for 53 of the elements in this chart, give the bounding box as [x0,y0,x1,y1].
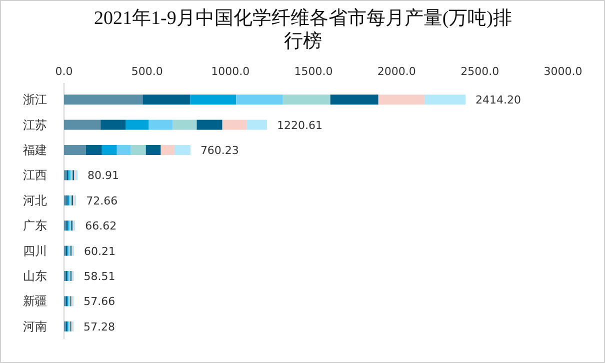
x-tick-label: 3000.0 [544,65,582,78]
total-label: 1220.61 [277,118,323,132]
bar [102,145,117,155]
x-tick-label: 1000.0 [211,65,250,78]
total-label: 66.62 [85,220,117,233]
total-label: 760.23 [200,144,239,157]
bar [246,120,268,130]
x-tick-label: 2000.0 [377,65,416,78]
bar [174,145,190,155]
bar [236,94,283,105]
bar [126,120,149,130]
bar [146,145,161,155]
x-tick-label: 500.0 [131,65,163,78]
x-tick-label: 0.0 [55,65,73,78]
bar [196,120,222,130]
bar [142,94,190,105]
bar [86,145,102,155]
bar [64,120,101,130]
bar [222,120,247,130]
y-tick-label: 河北 [23,193,47,208]
y-tick-label: 四川 [23,244,47,258]
bar [160,145,174,155]
bar [330,94,378,105]
chart-title: 2021年1-9月中国化学纤维各省市每月产量(万吨)排行榜 [93,7,513,53]
bar [378,94,424,105]
bar [116,145,131,155]
bar [282,94,330,105]
y-tick-label: 新疆 [23,294,47,308]
x-tick-label: 1500.0 [294,65,333,78]
y-tick-label: 福建 [23,143,47,157]
total-label: 58.51 [84,270,116,283]
total-label: 57.28 [84,320,116,334]
bar [64,145,86,155]
bar [64,94,143,105]
y-tick-label: 江苏 [23,118,47,132]
bar [100,120,126,130]
y-tick-label: 河南 [23,319,47,334]
bar [172,120,197,130]
total-label: 2414.20 [476,94,522,107]
y-tick-label: 江西 [23,168,47,182]
y-tick-label: 山东 [23,269,47,283]
bar [130,145,146,155]
bar [64,170,67,180]
y-tick-label: 浙江 [23,92,47,107]
total-label: 57.66 [84,295,116,308]
total-label: 72.66 [86,194,118,208]
y-tick-label: 广东 [23,218,47,233]
bar [148,120,173,130]
bar [424,94,466,105]
bar [190,94,236,105]
total-label: 60.21 [84,244,116,258]
x-tick-label: 2500.0 [460,65,500,78]
total-label: 80.91 [87,169,119,182]
